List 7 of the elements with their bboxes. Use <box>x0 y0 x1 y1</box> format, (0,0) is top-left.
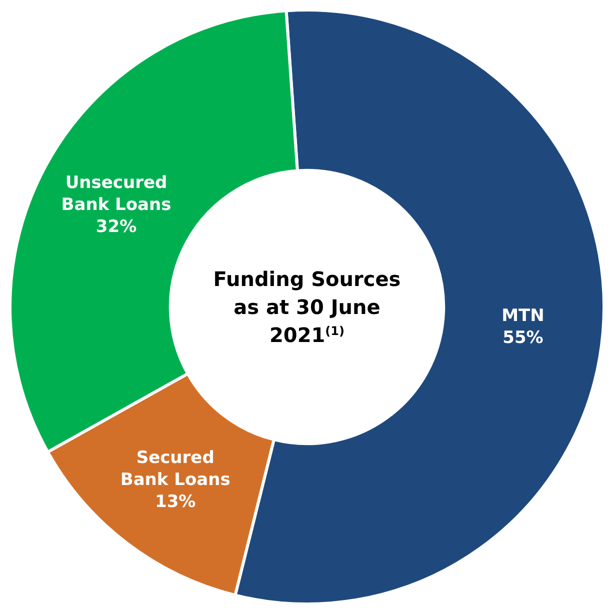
data-label: 13% <box>154 492 196 512</box>
text: Funding Sources as at 30 June 2021$^{(1)}$ <box>213 267 401 347</box>
data-label: 32% <box>96 216 137 237</box>
data-label: 55% <box>502 328 544 348</box>
slice-label: Secured Bank Loans <box>120 448 230 490</box>
slice-label: Unsecured Bank Loans <box>61 172 172 215</box>
slice-label: MTN <box>502 306 544 326</box>
